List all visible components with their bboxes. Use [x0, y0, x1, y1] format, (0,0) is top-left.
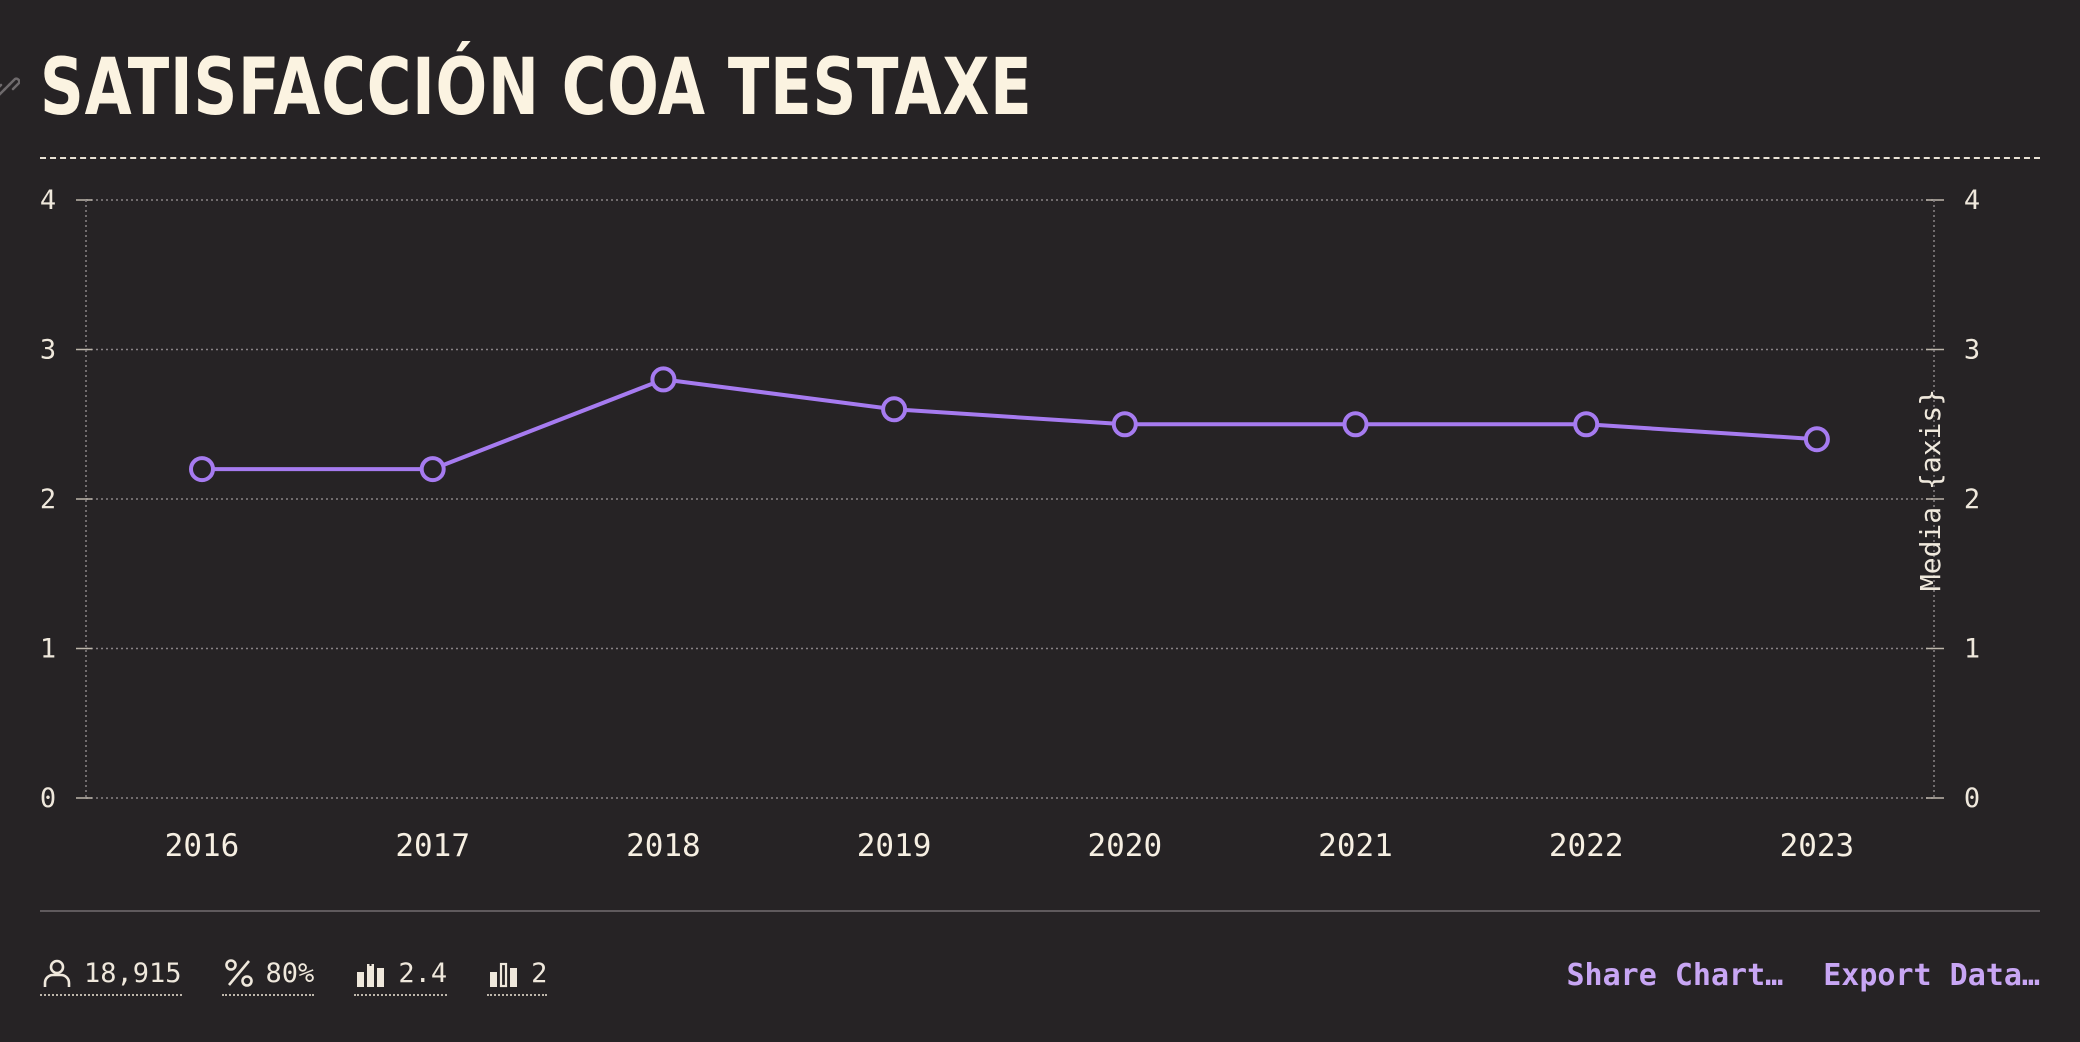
data-point: [1111, 411, 1138, 438]
mean-stat: 2.4: [354, 952, 448, 996]
title-divider: [40, 157, 2040, 159]
respondents-value: 18,915: [84, 957, 182, 989]
x-tick-label: 2022: [1549, 828, 1624, 864]
data-point: [1342, 411, 1369, 438]
link-icon[interactable]: [0, 74, 20, 100]
x-tick-label: 2020: [1087, 828, 1162, 864]
data-point: [1803, 426, 1830, 453]
y2-tick-label: 0: [1964, 783, 1980, 814]
y2-axis-title: Media {axis}: [1914, 389, 1947, 591]
footer-divider: [40, 910, 2040, 912]
median-value: 2: [531, 957, 548, 989]
x-tick-label: 2019: [857, 828, 932, 864]
x-tick-label: 2016: [165, 828, 240, 864]
y2-tick-label: 1: [1964, 634, 1980, 665]
y-tick-label: 3: [40, 335, 56, 366]
data-point: [189, 456, 215, 483]
x-tick-label: 2018: [626, 828, 701, 864]
export-data-button[interactable]: Export Data…: [1823, 958, 2040, 993]
y2-tick-label: 4: [1964, 185, 1980, 216]
response-rate-stat: 80%: [221, 952, 315, 996]
y-tick-label: 4: [40, 185, 56, 216]
y-tick-label: 0: [40, 783, 56, 814]
y-tick-label: 1: [40, 634, 56, 665]
page-title: SATISFACCIÓN COA TESTAXE: [40, 43, 1033, 133]
percent-icon: [224, 959, 253, 987]
mean-value: 2.4: [398, 957, 448, 989]
x-tick-label: 2021: [1318, 828, 1393, 864]
response-rate-value: 80%: [265, 957, 315, 989]
stats-bar: 18,915 80% 2.4: [40, 952, 548, 996]
y2-tick-label: 3: [1964, 335, 1980, 366]
bar-chart-mean-icon: [357, 958, 385, 987]
bar-chart-median-icon: [490, 962, 518, 988]
data-point: [1573, 411, 1600, 438]
data-point: [419, 456, 446, 483]
x-tick-label: 2023: [1780, 828, 1855, 864]
chart-actions: Share Chart… Export Data…: [1567, 958, 2041, 993]
x-tick-label: 2017: [395, 828, 470, 864]
series-line: [202, 377, 1818, 472]
y2-tick-label: 2: [1964, 484, 1980, 515]
median-stat: 2: [487, 952, 548, 996]
data-point: [881, 396, 908, 423]
y-tick-label: 2: [40, 484, 56, 515]
respondents-stat: 18,915: [40, 952, 182, 996]
share-chart-button[interactable]: Share Chart…: [1566, 958, 1784, 993]
data-point: [650, 366, 677, 393]
person-icon: [43, 959, 71, 987]
